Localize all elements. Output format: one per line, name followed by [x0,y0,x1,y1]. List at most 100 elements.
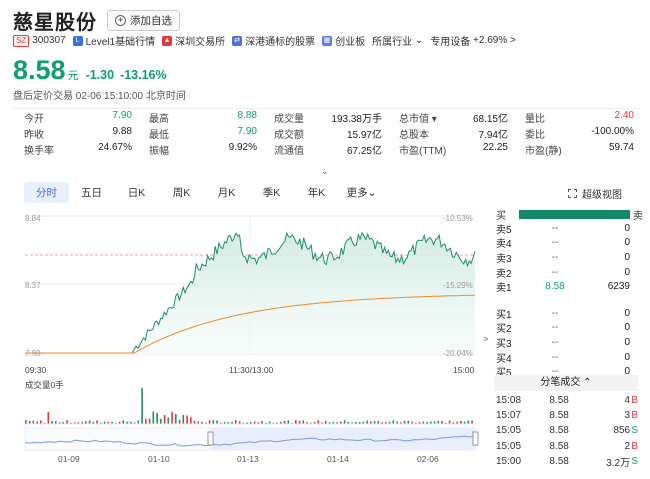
volume-bar [306,422,308,424]
stats-row: 今开 7.90 最高 8.88 成交量 193.38万手 总市值 ▾ 68.15亿 量比… [13,109,640,125]
stat-order-ratio: 委比 -100.00% [525,125,634,141]
volume-bar [418,422,421,424]
volume-bar [441,420,443,424]
volume-bar [96,420,98,424]
volume-bars [25,388,473,424]
chevron-down-icon[interactable]: ⌄ [321,166,329,176]
tab-intraday[interactable]: 分时 [24,182,69,203]
ask-row: 卖5 -- 0 [496,222,630,236]
stat-total-shares: 总股本 7.94亿 [399,129,508,141]
volume-bar [332,422,335,424]
volume-bar [310,422,312,424]
volume-bar [403,420,406,424]
volume-bar [190,417,192,424]
stat-turnover-rate: 换手率 24.67% [24,141,132,157]
volume-bar [460,420,462,424]
industry-dropdown[interactable]: 所属行业 ⌄ [372,35,424,48]
volume-bar [220,422,222,424]
tab-quarterly-k[interactable]: 季K [262,187,281,199]
tab-daily-k[interactable]: 日K [127,187,146,199]
volume-bar [467,420,470,424]
stock-tags: SZ 300307 L Level1基础行情 ▲ 深圳交易所 ⇄ 深港通标的股票 ▦ 创… [13,33,523,48]
tab-five-day[interactable]: 五日 [81,187,102,199]
add-watchlist-label: 添加自选 [130,15,172,27]
tab-monthly-k[interactable]: 月K [217,187,236,199]
chevron-down-icon: ⌄ [414,35,424,46]
add-watchlist-button[interactable]: + 添加自选 [107,10,180,31]
super-view-button[interactable]: 超级视图 [568,186,622,201]
price-tick-bottom: 7.90 [25,349,41,358]
ask-row: 卖2 -- 0 [496,266,630,280]
navigator-handle-left [207,431,214,446]
stat-float-value: 流通值 67.25亿 [274,145,382,157]
volume-bar [448,420,451,424]
stock-code: 300307 [32,35,66,46]
volume-bar [265,422,267,424]
time-tick-open: 09:30 [25,365,47,375]
volume-bar [321,422,323,424]
volume-bar [66,420,68,424]
tag-exchange[interactable]: ▲ 深圳交易所 [162,35,226,48]
volume-bar [118,421,121,424]
volume-bar [171,411,173,424]
volume-bar [43,422,46,424]
chart-tabs: 分时 五日 日K 周K 月K 季K 年K 更多⌄ [24,182,384,203]
tag-chinext[interactable]: ▦ 创业板 [322,35,366,48]
volume-bar [302,420,305,424]
chart-nav-arrow: > [483,334,488,344]
stat-pe-ttm: 市盈(TTM) 22.25 [399,141,508,157]
volume-bar [366,420,368,424]
stats-row: 昨收 9.88 最低 7.90 成交额 15.97亿 总股本 7.94亿 委比 -100.… [13,125,640,141]
stat-market-cap[interactable]: 总市值 ▾ 68.15亿 [399,113,508,125]
price-row: 8.58 元 -1.30 -13.16% [13,55,173,86]
chevron-right-icon: > [510,35,516,46]
tick-trades-toggle[interactable]: 分笔成交 ⌃ [494,375,638,391]
volume-bar [340,421,342,424]
volume-bar [32,420,35,424]
sector-link[interactable]: 专用设备 +2.69% > [430,35,516,48]
nav-date: 01-14 [327,454,349,464]
volume-bar [208,420,211,424]
stat-high: 最高 8.88 [149,109,257,125]
order-book-header: 买 卖 [493,207,643,222]
volume-bar [137,420,140,424]
volume-bar [313,421,316,424]
volume-bar [295,420,297,424]
volume-bar [433,421,436,424]
volume-bar [193,420,196,424]
price-tick-top: 8.84 [25,214,41,223]
price-unit: 元 [67,70,79,82]
volume-bar [276,422,278,424]
stats-row: 换手率 24.67% 振幅 9.92% 流通值 67.25亿 市盈(TTM) 22.25… [13,141,640,157]
price-tick-mid: 8.37 [25,281,41,290]
volume-bar [456,421,458,424]
volume-bar [156,413,158,424]
plus-icon: + [115,15,126,26]
sell-side-label: 卖 [633,210,643,222]
price-change: -1.30 [85,68,115,82]
tag-hk-connect[interactable]: ⇄ 深港通标的股票 [232,33,315,48]
ask-row: 卖1 8.58 6239 [496,280,630,295]
volume-bar [36,421,38,424]
tab-more[interactable]: 更多⌄ [346,187,377,199]
ask-row: 卖4 -- 0 [496,237,630,251]
volume-bar [145,418,147,424]
order-book: 买 卖 卖5 -- 0 卖4 -- 0 卖3 -- 0 卖2 -- 0 卖1 8.58 6239 买… [493,207,643,379]
volume-bar [111,422,113,424]
stat-open: 今开 7.90 [24,109,132,125]
tag-level1[interactable]: L Level1基础行情 [72,33,155,48]
volume-bar [152,411,155,424]
bid-row: 买2 -- 0 [496,322,630,336]
chinext-icon: ▦ [322,35,333,46]
trade-row: 15:08 8.58 4 B [496,395,638,407]
tab-yearly-k[interactable]: 年K [307,187,326,199]
volume-bar [25,420,27,424]
bid-row: 买4 -- 0 [496,351,630,365]
volume-bar [212,420,215,424]
volume-bar [355,422,357,424]
intraday-chart[interactable]: 8.84 8.37 7.90 -10.53% -15.29% -20.04% 0… [13,204,491,474]
tab-weekly-k[interactable]: 周K [172,187,191,199]
stat-amplitude: 振幅 9.92% [149,141,257,157]
stat-pe-static: 市盈(静) 59.74 [525,141,634,157]
volume-bar [62,422,65,424]
